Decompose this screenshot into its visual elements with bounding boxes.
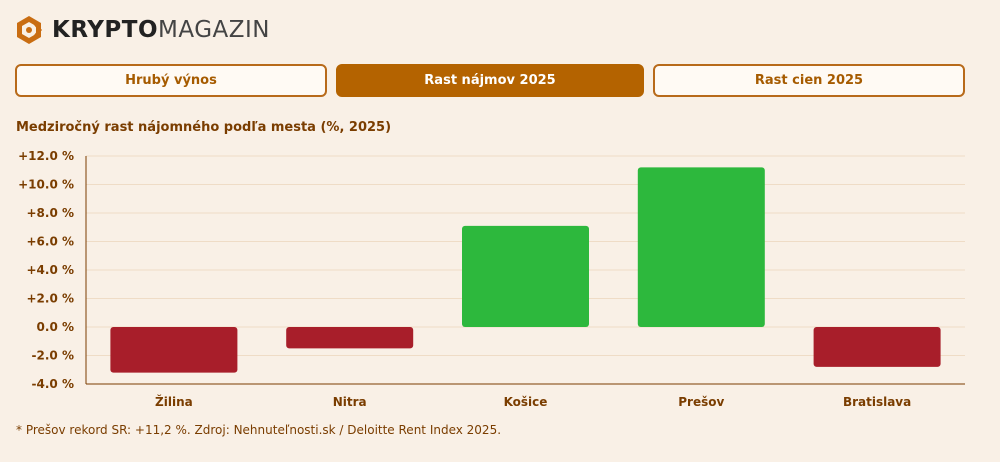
krypto-logo-icon xyxy=(17,16,42,44)
bar-prešov xyxy=(637,167,765,327)
x-tick-label: Žilina xyxy=(155,394,193,409)
metric-tabs: Hrubý výnos Rast nájmov 2025 Rast cien 2… xyxy=(15,64,965,101)
y-tick-label: +6.0 % xyxy=(26,235,74,249)
x-tick-label: Košice xyxy=(504,395,548,409)
y-tick-label: +2.0 % xyxy=(26,292,74,306)
y-tick-label: +8.0 % xyxy=(26,206,74,220)
chart-footnote: * Prešov rekord SR: +11,2 %. Zdroj: Nehn… xyxy=(16,423,502,437)
brand-name: KRYPTOMAGAZIN xyxy=(52,17,270,43)
tab-hruby-vynos[interactable]: Hrubý výnos xyxy=(15,64,327,97)
rent-growth-bar-chart: -4.0 % -2.0 % 0.0 % +2.0 % +4.0 % +6.0 % +8.0 … xyxy=(18,149,965,409)
y-tick-label: +4.0 % xyxy=(26,263,74,277)
x-tick-label: Nitra xyxy=(333,395,367,409)
y-tick-label: +12.0 % xyxy=(18,149,74,163)
y-tick-label: -4.0 % xyxy=(32,377,74,391)
tab-rast-cien-2025[interactable]: Rast cien 2025 xyxy=(653,64,965,97)
bar-bratislava xyxy=(813,327,941,367)
brand-logo: KRYPTOMAGAZIN xyxy=(14,12,270,48)
x-tick-label: Prešov xyxy=(678,395,724,409)
chart-title: Medziročný rast nájomného podľa mesta (%… xyxy=(16,120,392,135)
y-tick-label: -2.0 % xyxy=(32,349,74,363)
bar-košice xyxy=(462,225,589,327)
bar-nitra xyxy=(286,327,414,349)
brand-name-light: MAGAZIN xyxy=(158,17,271,43)
bar-žilina xyxy=(110,327,238,373)
tab-rast-najmov-2025[interactable]: Rast nájmov 2025 xyxy=(336,64,644,97)
x-tick-label: Bratislava xyxy=(843,395,911,409)
brand-name-bold: KRYPTO xyxy=(52,17,159,43)
y-tick-label: +10.0 % xyxy=(18,178,74,192)
y-tick-label: 0.0 % xyxy=(37,320,74,334)
